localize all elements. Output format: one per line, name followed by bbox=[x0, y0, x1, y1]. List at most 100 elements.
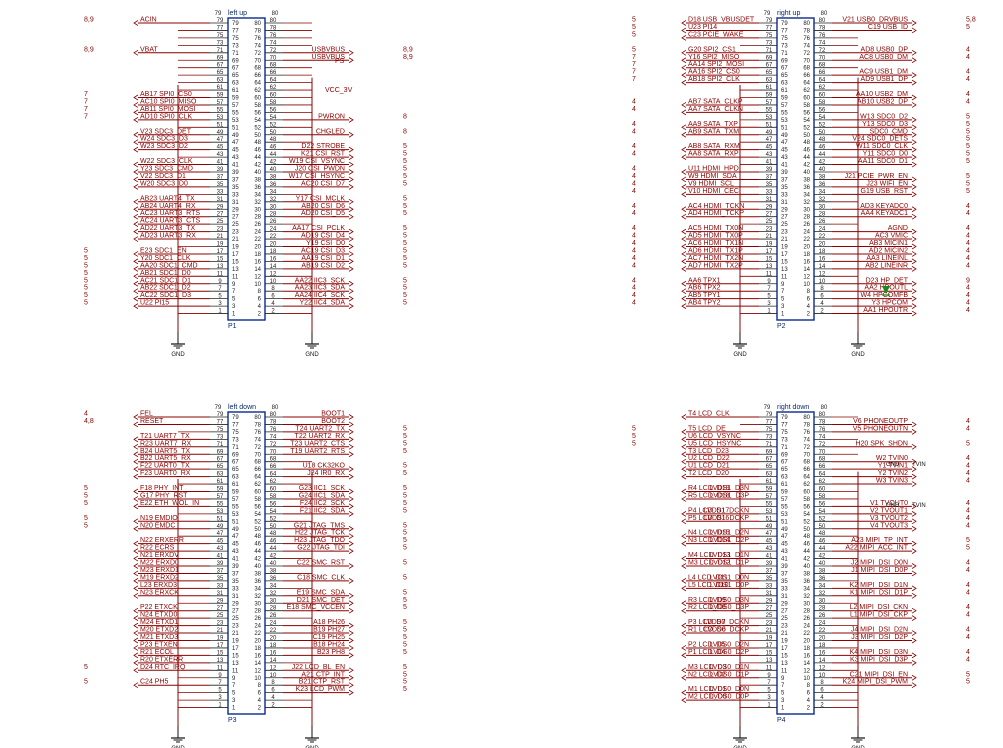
net-port bbox=[348, 414, 354, 420]
sheet-ref: 4 bbox=[632, 225, 636, 232]
net-port bbox=[681, 20, 687, 26]
net-label: R23 UART7_RX bbox=[140, 440, 192, 447]
pin-number: 26 bbox=[270, 613, 277, 619]
sheet-ref: 5 bbox=[84, 515, 88, 522]
sheet-ref: 8 bbox=[403, 113, 407, 120]
net-port bbox=[911, 458, 917, 465]
pin-number: 5 bbox=[232, 691, 236, 697]
pin-number: 79 bbox=[766, 412, 773, 418]
pin-number: 38 bbox=[254, 571, 261, 577]
net-label: N23 ERXCK bbox=[140, 589, 179, 596]
pin-number: 68 bbox=[803, 460, 810, 466]
pin-number: 19 bbox=[217, 636, 224, 642]
net-port bbox=[348, 674, 354, 681]
net-label: B18 PH24 bbox=[313, 641, 345, 648]
pin-number: 74 bbox=[270, 40, 277, 46]
sheet-ref: 5 bbox=[403, 686, 407, 693]
net-label: Y16 SPI2_MISO bbox=[688, 54, 740, 61]
lvds-label: LVDS1_D2N bbox=[709, 530, 749, 537]
net-port bbox=[133, 251, 139, 257]
connector-title: right up bbox=[777, 10, 800, 17]
sheet-ref: 4 bbox=[632, 285, 636, 292]
net-port bbox=[348, 251, 354, 257]
pin-number: 23 bbox=[766, 227, 773, 233]
net-label: AB2 LINEINR bbox=[865, 262, 908, 269]
pin-number: 46 bbox=[254, 148, 261, 154]
pin-number: 8 bbox=[807, 683, 811, 689]
pin-number: 37 bbox=[217, 174, 224, 180]
net-port bbox=[348, 49, 354, 56]
net-label: N3 LCD_D14 bbox=[688, 537, 730, 544]
pin-number: 31 bbox=[781, 200, 788, 206]
pin-number: 67 bbox=[781, 66, 788, 72]
sheet-ref: 4 bbox=[966, 233, 970, 240]
tvin-annotations: GND TVIN GND TVIN bbox=[886, 462, 926, 509]
pin-number: 19 bbox=[217, 242, 224, 248]
lvds-label: LVDS1_DCKN bbox=[704, 507, 749, 514]
pin-number: 6 bbox=[820, 688, 824, 694]
sheet-ref: 5 bbox=[403, 285, 407, 292]
net-port bbox=[911, 674, 917, 681]
net-label: V9 HDMI_SCL bbox=[688, 180, 734, 187]
sheet-ref: 4 bbox=[632, 121, 636, 128]
net-label: AB24 UART4_RX bbox=[140, 203, 196, 210]
sheet-ref: 5 bbox=[632, 17, 636, 24]
sheet-ref: 4 bbox=[632, 300, 636, 307]
net-label: AB18 SPI2_CLK bbox=[688, 76, 740, 83]
net-port bbox=[348, 288, 354, 295]
net-port bbox=[681, 280, 687, 287]
pin-number: 29 bbox=[766, 598, 773, 604]
pin-number: 60 bbox=[270, 487, 277, 493]
pin-number: 7 bbox=[781, 289, 785, 295]
pin-number: 53 bbox=[217, 509, 224, 515]
pin-number: 73 bbox=[781, 437, 788, 443]
pin-number: 48 bbox=[270, 137, 277, 143]
lvds-label: LVDS1_D2P bbox=[710, 537, 750, 544]
net-label: W13 SDC0_D2 bbox=[860, 113, 908, 120]
net-port bbox=[911, 429, 917, 435]
pin-number: 25 bbox=[781, 222, 788, 228]
net-port bbox=[911, 139, 917, 146]
net-label: K1 MIPI_DSI_D1P bbox=[850, 589, 908, 596]
pin-number: 56 bbox=[254, 504, 261, 510]
net-label: AC21 SDC1_D1 bbox=[140, 277, 191, 284]
net-label: Y17 CSI_MCLK bbox=[296, 195, 346, 202]
net-label: K24 MIPI_DSI_PWM bbox=[843, 679, 909, 686]
sheet-ref: 8 bbox=[403, 128, 407, 135]
pin-header-odd: 79 bbox=[764, 11, 771, 17]
sheet-ref: 5 bbox=[403, 210, 407, 217]
sheet-ref: 7 bbox=[632, 61, 636, 68]
pin-number: 50 bbox=[819, 130, 826, 136]
net-port bbox=[911, 540, 917, 547]
pin-number: 50 bbox=[819, 524, 826, 530]
pin-number: 73 bbox=[781, 43, 788, 49]
pin-number: 55 bbox=[781, 110, 788, 116]
pin-number: 17 bbox=[766, 643, 773, 649]
net-label: N4 LCD_D15 bbox=[688, 530, 730, 537]
pin-number: 76 bbox=[254, 36, 261, 42]
net-label: W9 HDMI_SDA bbox=[688, 173, 737, 180]
pin-number: 31 bbox=[766, 591, 773, 597]
net-port bbox=[348, 578, 354, 584]
net-label: AB21 SDC1_D0 bbox=[140, 270, 191, 277]
pin-number: 6 bbox=[271, 688, 275, 694]
sheet-ref: 5 bbox=[403, 173, 407, 180]
pin-number: 2 bbox=[271, 703, 275, 709]
pin-number: 78 bbox=[270, 25, 277, 31]
net-label: AB22 SDC1_D2 bbox=[140, 285, 191, 292]
sheet-ref: 5 bbox=[403, 619, 407, 626]
net-label: Y1 TVIN1 bbox=[878, 463, 908, 470]
pin-number: 15 bbox=[766, 256, 773, 262]
pin-number: 38 bbox=[270, 568, 277, 574]
net-port bbox=[348, 280, 354, 287]
pin-number: 32 bbox=[819, 591, 826, 597]
sheet-ref: 5 bbox=[403, 151, 407, 158]
pin-number: 51 bbox=[217, 122, 224, 128]
net-port bbox=[133, 503, 139, 510]
pin-number: 77 bbox=[217, 25, 224, 31]
pin-number: 41 bbox=[217, 160, 224, 166]
net-port bbox=[348, 266, 354, 272]
pin-number: 6 bbox=[258, 297, 262, 303]
